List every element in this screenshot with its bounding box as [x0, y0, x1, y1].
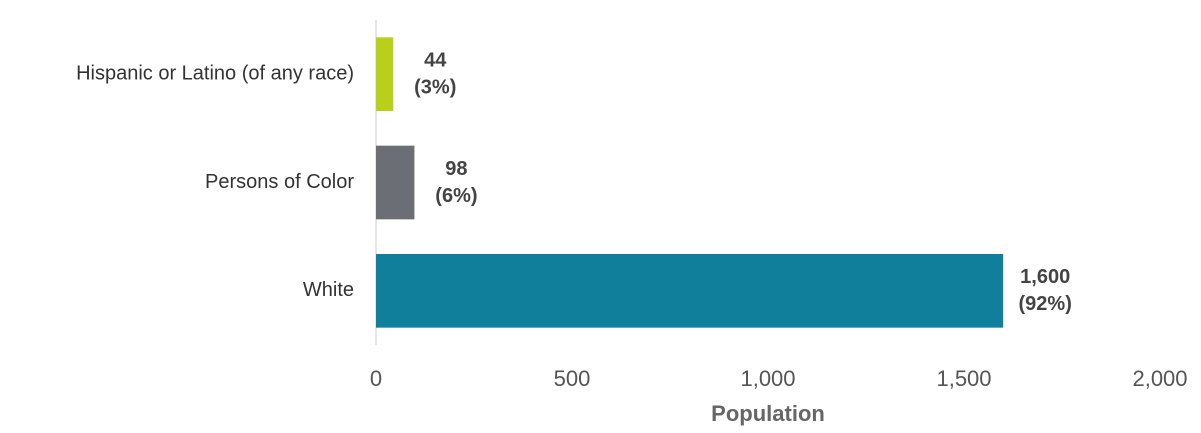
bar: [376, 37, 394, 112]
x-tick-label: 1,000: [740, 366, 795, 391]
x-tick-label: 500: [554, 366, 591, 391]
x-tick-label: 1,500: [936, 366, 991, 391]
x-tick-label: 2,000: [1132, 366, 1187, 391]
percent-label: (6%): [435, 185, 477, 207]
value-label: 44: [424, 49, 447, 71]
value-label: 1,600: [1020, 266, 1070, 288]
x-tick-label: 0: [370, 366, 382, 391]
y-tick-label: White: [303, 279, 354, 301]
bar: [376, 254, 1004, 328]
percent-label: (92%): [1019, 293, 1072, 315]
value-label: 98: [445, 158, 467, 180]
y-tick-label: Hispanic or Latino (of any race): [76, 62, 354, 84]
percent-label: (3%): [414, 76, 456, 98]
x-axis-label: Population: [711, 401, 825, 426]
bar: [376, 145, 415, 220]
y-tick-label: Persons of Color: [205, 171, 354, 193]
